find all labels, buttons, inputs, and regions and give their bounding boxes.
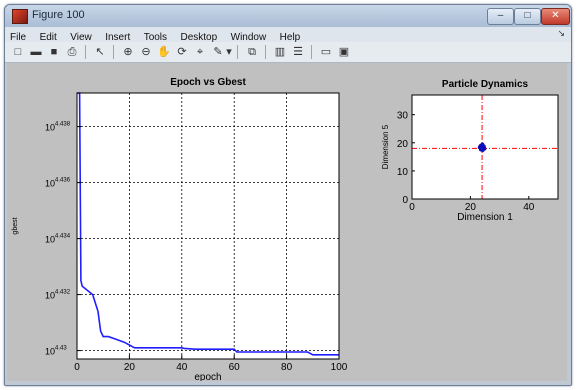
matlab-app-icon — [12, 9, 28, 24]
new-figure-icon[interactable]: □ — [14, 46, 22, 58]
particle-y-tick-label: 30 — [397, 111, 409, 122]
menu-file[interactable]: File — [10, 32, 27, 43]
menu-desktop[interactable]: Desktop — [180, 32, 218, 43]
particle-point — [479, 146, 484, 151]
zoom-out-icon[interactable]: ⊖ — [141, 46, 151, 58]
figure-canvas: 0 20 40 60 80 100 104.43 104.432 104.434 104.436 1… — [7, 63, 567, 383]
show-plot-tools-icon[interactable]: ▣ — [338, 46, 350, 58]
particle-y-axis-label: Dimension 5 — [381, 124, 390, 169]
gbest-chart-title: Epoch vs Gbest — [170, 77, 246, 88]
hide-plot-tools-icon[interactable]: ▭ — [320, 46, 332, 58]
particle-chart: 0 20 40 0 10 20 30 Particle Dynamics Dimension 1… — [381, 79, 559, 223]
gbest-y-tick-label: 104.434 — [45, 234, 71, 245]
save-icon[interactable]: ■ — [50, 46, 58, 58]
brush-menu-icon[interactable]: ▾ — [226, 46, 232, 58]
gbest-x-axis-label: epoch — [194, 372, 221, 381]
gbest-y-tick-label: 104.432 — [45, 290, 71, 301]
gbest-chart: 0 20 40 60 80 100 104.43 104.432 104.434 104.436 1… — [12, 77, 348, 383]
menu-window[interactable]: Window — [230, 32, 267, 43]
gbest-axes-box — [76, 92, 340, 360]
print-icon[interactable]: ⎙ — [67, 46, 77, 58]
toolbar-separator — [311, 45, 312, 59]
brush-icon[interactable]: ✎ — [213, 46, 223, 58]
toolbar-separator — [85, 45, 86, 59]
particle-y-tick-label: 10 — [397, 167, 409, 178]
open-file-icon[interactable]: ▬ — [30, 46, 42, 58]
gbest-y-tick-label: 104.43 — [45, 346, 67, 357]
gbest-series-line — [77, 92, 339, 356]
gbest-x-tick-label: 0 — [74, 362, 80, 373]
gbest-y-axis-label: gbest — [12, 217, 19, 234]
gbest-x-tick-label: 20 — [124, 362, 136, 373]
menu-insert[interactable]: Insert — [105, 32, 131, 43]
menu-help[interactable]: Help — [279, 32, 301, 43]
particle-x-tick-label: 0 — [409, 202, 415, 213]
pan-icon[interactable]: ✋ — [157, 46, 171, 58]
particle-axes-box — [411, 94, 559, 200]
zoom-in-icon[interactable]: ⊕ — [123, 46, 133, 58]
gbest-x-tick-label: 100 — [331, 362, 348, 373]
window-title: Figure 100 — [32, 9, 85, 21]
particle-y-tick-label: 0 — [402, 195, 408, 206]
gbest-plot-area — [77, 93, 339, 359]
menu-view[interactable]: View — [70, 32, 92, 43]
gbest-x-tick-label: 80 — [281, 362, 293, 373]
dock-arrow-icon[interactable]: ↘ — [557, 28, 565, 38]
menu-edit[interactable]: Edit — [39, 32, 57, 43]
colorbar-icon[interactable]: ▥ — [274, 46, 286, 58]
toolbar-separator — [237, 45, 238, 59]
gbest-x-tick-label: 40 — [176, 362, 188, 373]
particle-y-tick-label: 20 — [397, 139, 409, 150]
close-button[interactable]: ✕ — [541, 8, 570, 25]
particle-x-axis-label: Dimension 1 — [457, 212, 513, 223]
link-plot-icon[interactable]: ⧉ — [248, 46, 256, 58]
particle-x-tick-label: 40 — [523, 202, 535, 213]
maximize-button[interactable]: □ — [514, 8, 541, 25]
data-cursor-icon[interactable]: ⌖ — [196, 46, 204, 58]
toolbar-separator — [113, 45, 114, 59]
figure-toolbar: □ ▬ ■ ⎙ ↖ ⊕ ⊖ ✋ ⟳ ⌖ ✎ ▾ ⧉ ▥ ☰ ▭ ▣ — [5, 42, 571, 63]
particle-point — [480, 142, 485, 147]
particle-x-tick-label: 20 — [465, 202, 477, 213]
minimize-button[interactable]: – — [487, 8, 514, 25]
menu-bar: File Edit View Insert Tools Desktop Wind… — [5, 27, 571, 43]
menu-tools[interactable]: Tools — [143, 32, 168, 43]
gbest-y-tick-label: 104.438 — [45, 122, 71, 133]
title-bar[interactable]: Figure 100 – □ ✕ — [5, 5, 571, 27]
gbest-x-tick-label: 60 — [229, 362, 241, 373]
gbest-y-tick-label: 104.436 — [45, 178, 71, 189]
rotate-3d-icon[interactable]: ⟳ — [177, 46, 187, 58]
figure-plots: 0 20 40 60 80 100104.43104.432104.434104.4361… — [12, 77, 559, 383]
legend-icon[interactable]: ☰ — [293, 46, 303, 58]
pointer-icon[interactable]: ↖ — [95, 46, 105, 58]
toolbar-separator — [265, 45, 266, 59]
particle-chart-title: Particle Dynamics — [442, 79, 529, 90]
figure-window: Figure 100 – □ ✕ File Edit View Insert T… — [4, 4, 572, 386]
